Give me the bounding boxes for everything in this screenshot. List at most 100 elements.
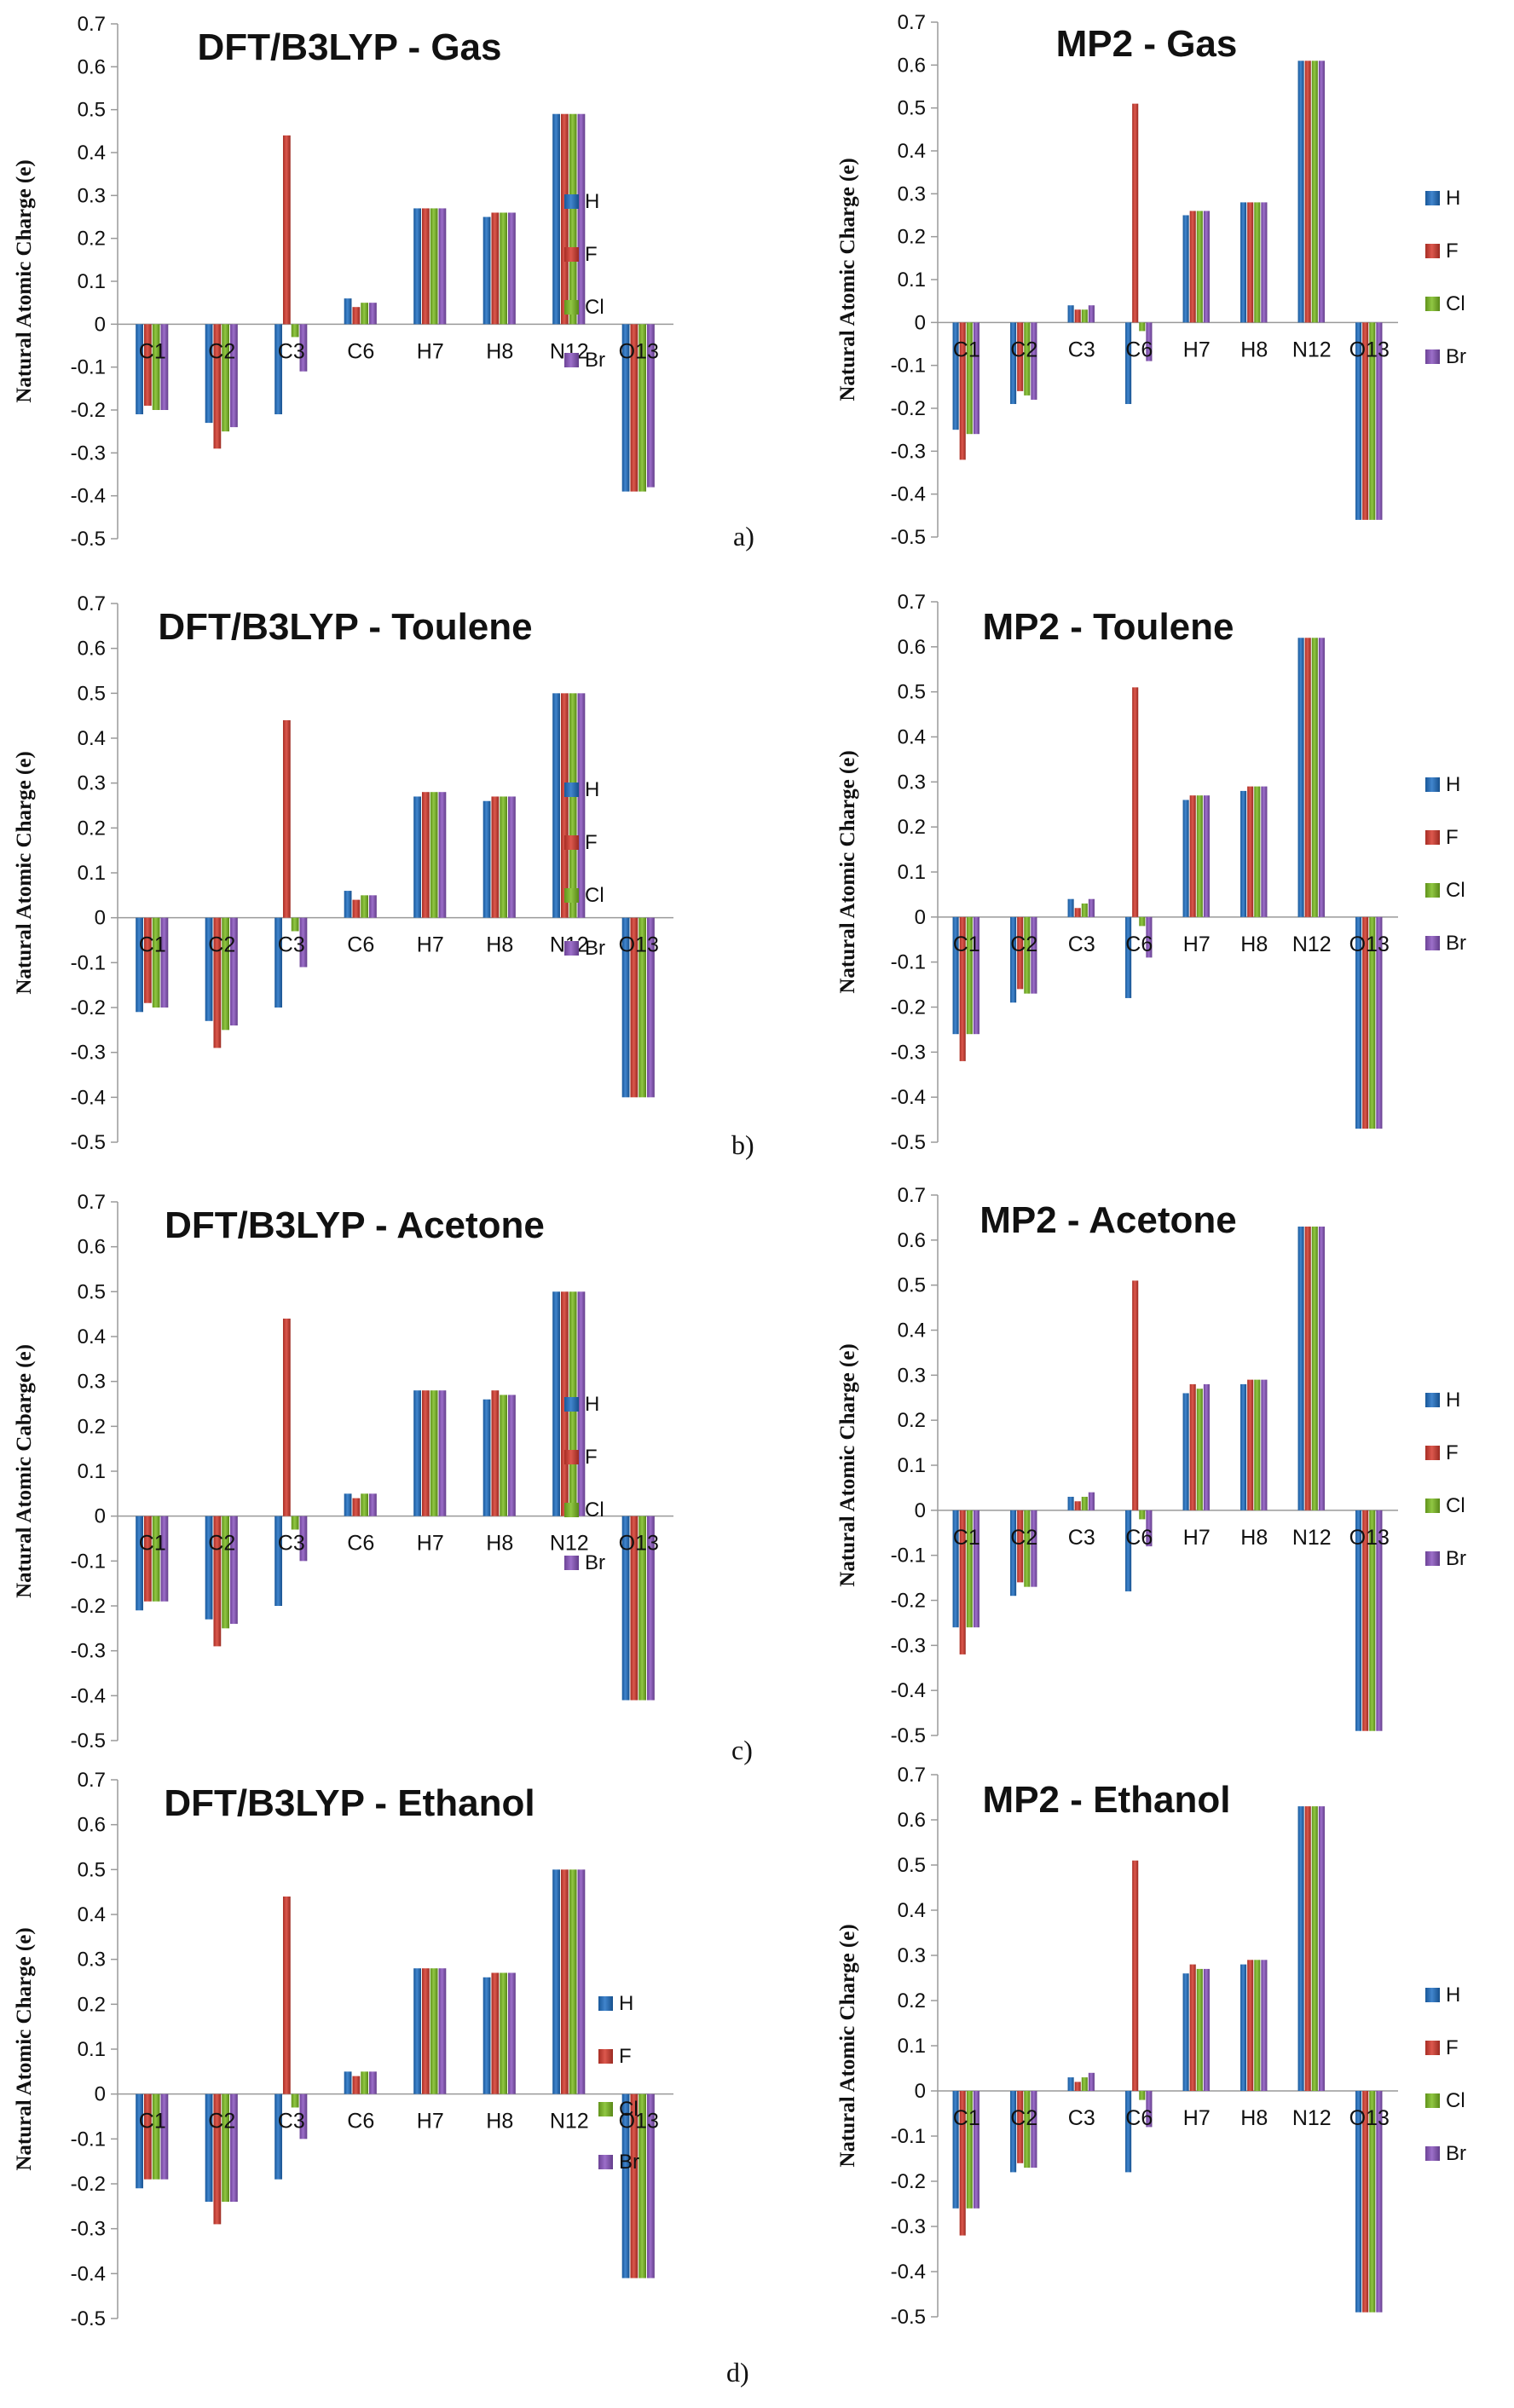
y-tick-label: -0.1	[71, 356, 106, 379]
x-tick-label: C6	[1125, 1526, 1153, 1550]
bar-Br-O13	[647, 324, 655, 488]
bar-F-C1	[959, 916, 966, 1061]
bar-F-C6	[1132, 687, 1139, 917]
chart-panel-6: 0.7 0.6 0.5 0.4 0.3 0.2 0.1 0 -0.1 -0.2 -0.3 -0.4 -0…	[836, 1184, 1466, 1747]
bar-F-C3	[282, 135, 291, 325]
y-tick-label: 0.6	[898, 1809, 926, 1832]
bar-H-C1	[952, 322, 959, 430]
bar-F-C1	[143, 917, 152, 1003]
bar-H-H8	[483, 1399, 491, 1516]
bar-Br-H8	[1261, 1379, 1268, 1510]
y-tick-label: -0.5	[71, 2307, 106, 2330]
legend-label-Cl: Cl	[585, 296, 604, 319]
bar-Cl-C6	[1139, 1510, 1146, 1520]
x-tick-label: O13	[619, 2110, 659, 2134]
y-tick-label: 0	[95, 907, 106, 930]
bar-H-O13	[1355, 2091, 1362, 2313]
chart-panel-5: 0.7 0.6 0.5 0.4 0.3 0.2 0.1 0 -0.1 -0.2 -0.3 -0.4 -0…	[13, 1191, 673, 1753]
bar-Br-H8	[1261, 786, 1268, 917]
bar-Br-C1	[973, 916, 979, 1035]
bar-Br-H7	[438, 208, 447, 325]
legend-label-H: H	[1446, 773, 1460, 796]
bar-F-O13	[630, 2093, 639, 2278]
y-tick-label: -0.2	[71, 2173, 106, 2196]
y-tick-label: -0.3	[71, 1640, 106, 1663]
bar-Cl-H8	[500, 1972, 508, 2094]
legend-swatch-H	[1425, 777, 1440, 792]
bar-H-C2	[205, 1516, 213, 1620]
bar-Br-C6	[1146, 916, 1153, 958]
bar-Br-O13	[1376, 2091, 1383, 2313]
y-tick-label: 0.3	[78, 1949, 106, 1972]
chart-title: MP2 - Toulene	[983, 606, 1234, 648]
x-tick-label: C3	[278, 933, 305, 957]
y-tick-label: -0.1	[891, 1545, 926, 1568]
bar-Cl-C6	[1139, 322, 1146, 332]
bar-F-H7	[1189, 1383, 1196, 1510]
bar-Cl-H8	[500, 796, 508, 918]
bar-H-C2	[1010, 1510, 1017, 1597]
bar-H-C6	[1125, 322, 1132, 404]
legend-swatch-Cl	[1425, 1499, 1440, 1513]
y-tick-label: -0.4	[71, 2262, 106, 2285]
bar-H-C2	[205, 917, 213, 1021]
bar-F-H7	[421, 792, 430, 918]
bar-H-C6	[344, 891, 352, 918]
bar-Cl-C2	[1024, 322, 1031, 396]
bar-H-C3	[274, 917, 282, 1008]
x-tick-label: H8	[1240, 1526, 1268, 1550]
bar-Cl-C3	[291, 1516, 299, 1530]
x-tick-label: H8	[486, 1532, 513, 1556]
y-tick-label: -0.4	[71, 1684, 106, 1707]
bar-Cl-C2	[222, 1516, 230, 1629]
bar-Cl-H8	[1254, 1379, 1261, 1510]
bar-Cl-C3	[1081, 309, 1088, 323]
bar-Cl-H8	[1254, 786, 1261, 917]
y-tick-label: 0.6	[898, 1229, 926, 1252]
bar-Br-H7	[438, 1968, 447, 2094]
y-tick-label: -0.4	[891, 1679, 926, 1702]
legend-label-Cl: Cl	[619, 2098, 639, 2121]
bar-H-C6	[344, 2071, 352, 2094]
bar-Cl-N12	[569, 1869, 577, 2094]
bar-H-C3	[274, 324, 282, 415]
legend-swatch-Cl	[564, 300, 579, 315]
legend-swatch-Br	[564, 1556, 579, 1570]
y-tick-label: 0.5	[898, 681, 926, 704]
legend-label-Cl: Cl	[585, 884, 604, 907]
bar-Br-C2	[230, 324, 238, 428]
bar-Br-N12	[1318, 1806, 1325, 2091]
x-tick-label: C6	[1125, 933, 1153, 956]
bar-Br-H7	[1203, 1383, 1210, 1510]
bar-Br-C2	[230, 2093, 238, 2203]
x-tick-label: H7	[417, 1532, 444, 1556]
bar-Br-C6	[1146, 322, 1153, 361]
y-tick-label: -0.5	[71, 1131, 106, 1154]
legend-label-H: H	[1446, 187, 1460, 210]
y-axis-label: Natural Atomic Charge (e)	[836, 1924, 859, 2167]
bar-H-N12	[552, 1291, 560, 1516]
x-tick-label: H7	[1183, 933, 1211, 956]
bar-Br-C6	[1146, 2091, 1153, 2128]
bar-F-H7	[1189, 795, 1196, 917]
panel-label: d)	[726, 2357, 749, 2388]
bar-F-H8	[1247, 1379, 1254, 1510]
y-tick-label: 0.2	[78, 1415, 106, 1438]
y-tick-label: -0.1	[71, 951, 106, 974]
bar-H-H7	[413, 208, 421, 325]
bar-Br-O13	[647, 917, 655, 1098]
bar-F-C1	[143, 324, 152, 406]
x-tick-label: H7	[1183, 338, 1211, 361]
x-tick-label: N12	[550, 1532, 589, 1556]
bar-F-C2	[213, 917, 222, 1048]
bar-H-C6	[1125, 1510, 1132, 1591]
x-tick-label: O13	[1349, 2106, 1390, 2130]
bar-Cl-C2	[222, 917, 230, 1031]
y-tick-label: 0.6	[78, 1236, 106, 1259]
bar-F-C1	[143, 2093, 152, 2180]
x-tick-label: C2	[1010, 1526, 1037, 1550]
bar-H-H7	[1182, 1393, 1189, 1510]
bar-Cl-C3	[291, 2093, 299, 2108]
bar-F-H8	[491, 212, 500, 325]
legend-label-F: F	[1446, 1441, 1459, 1464]
